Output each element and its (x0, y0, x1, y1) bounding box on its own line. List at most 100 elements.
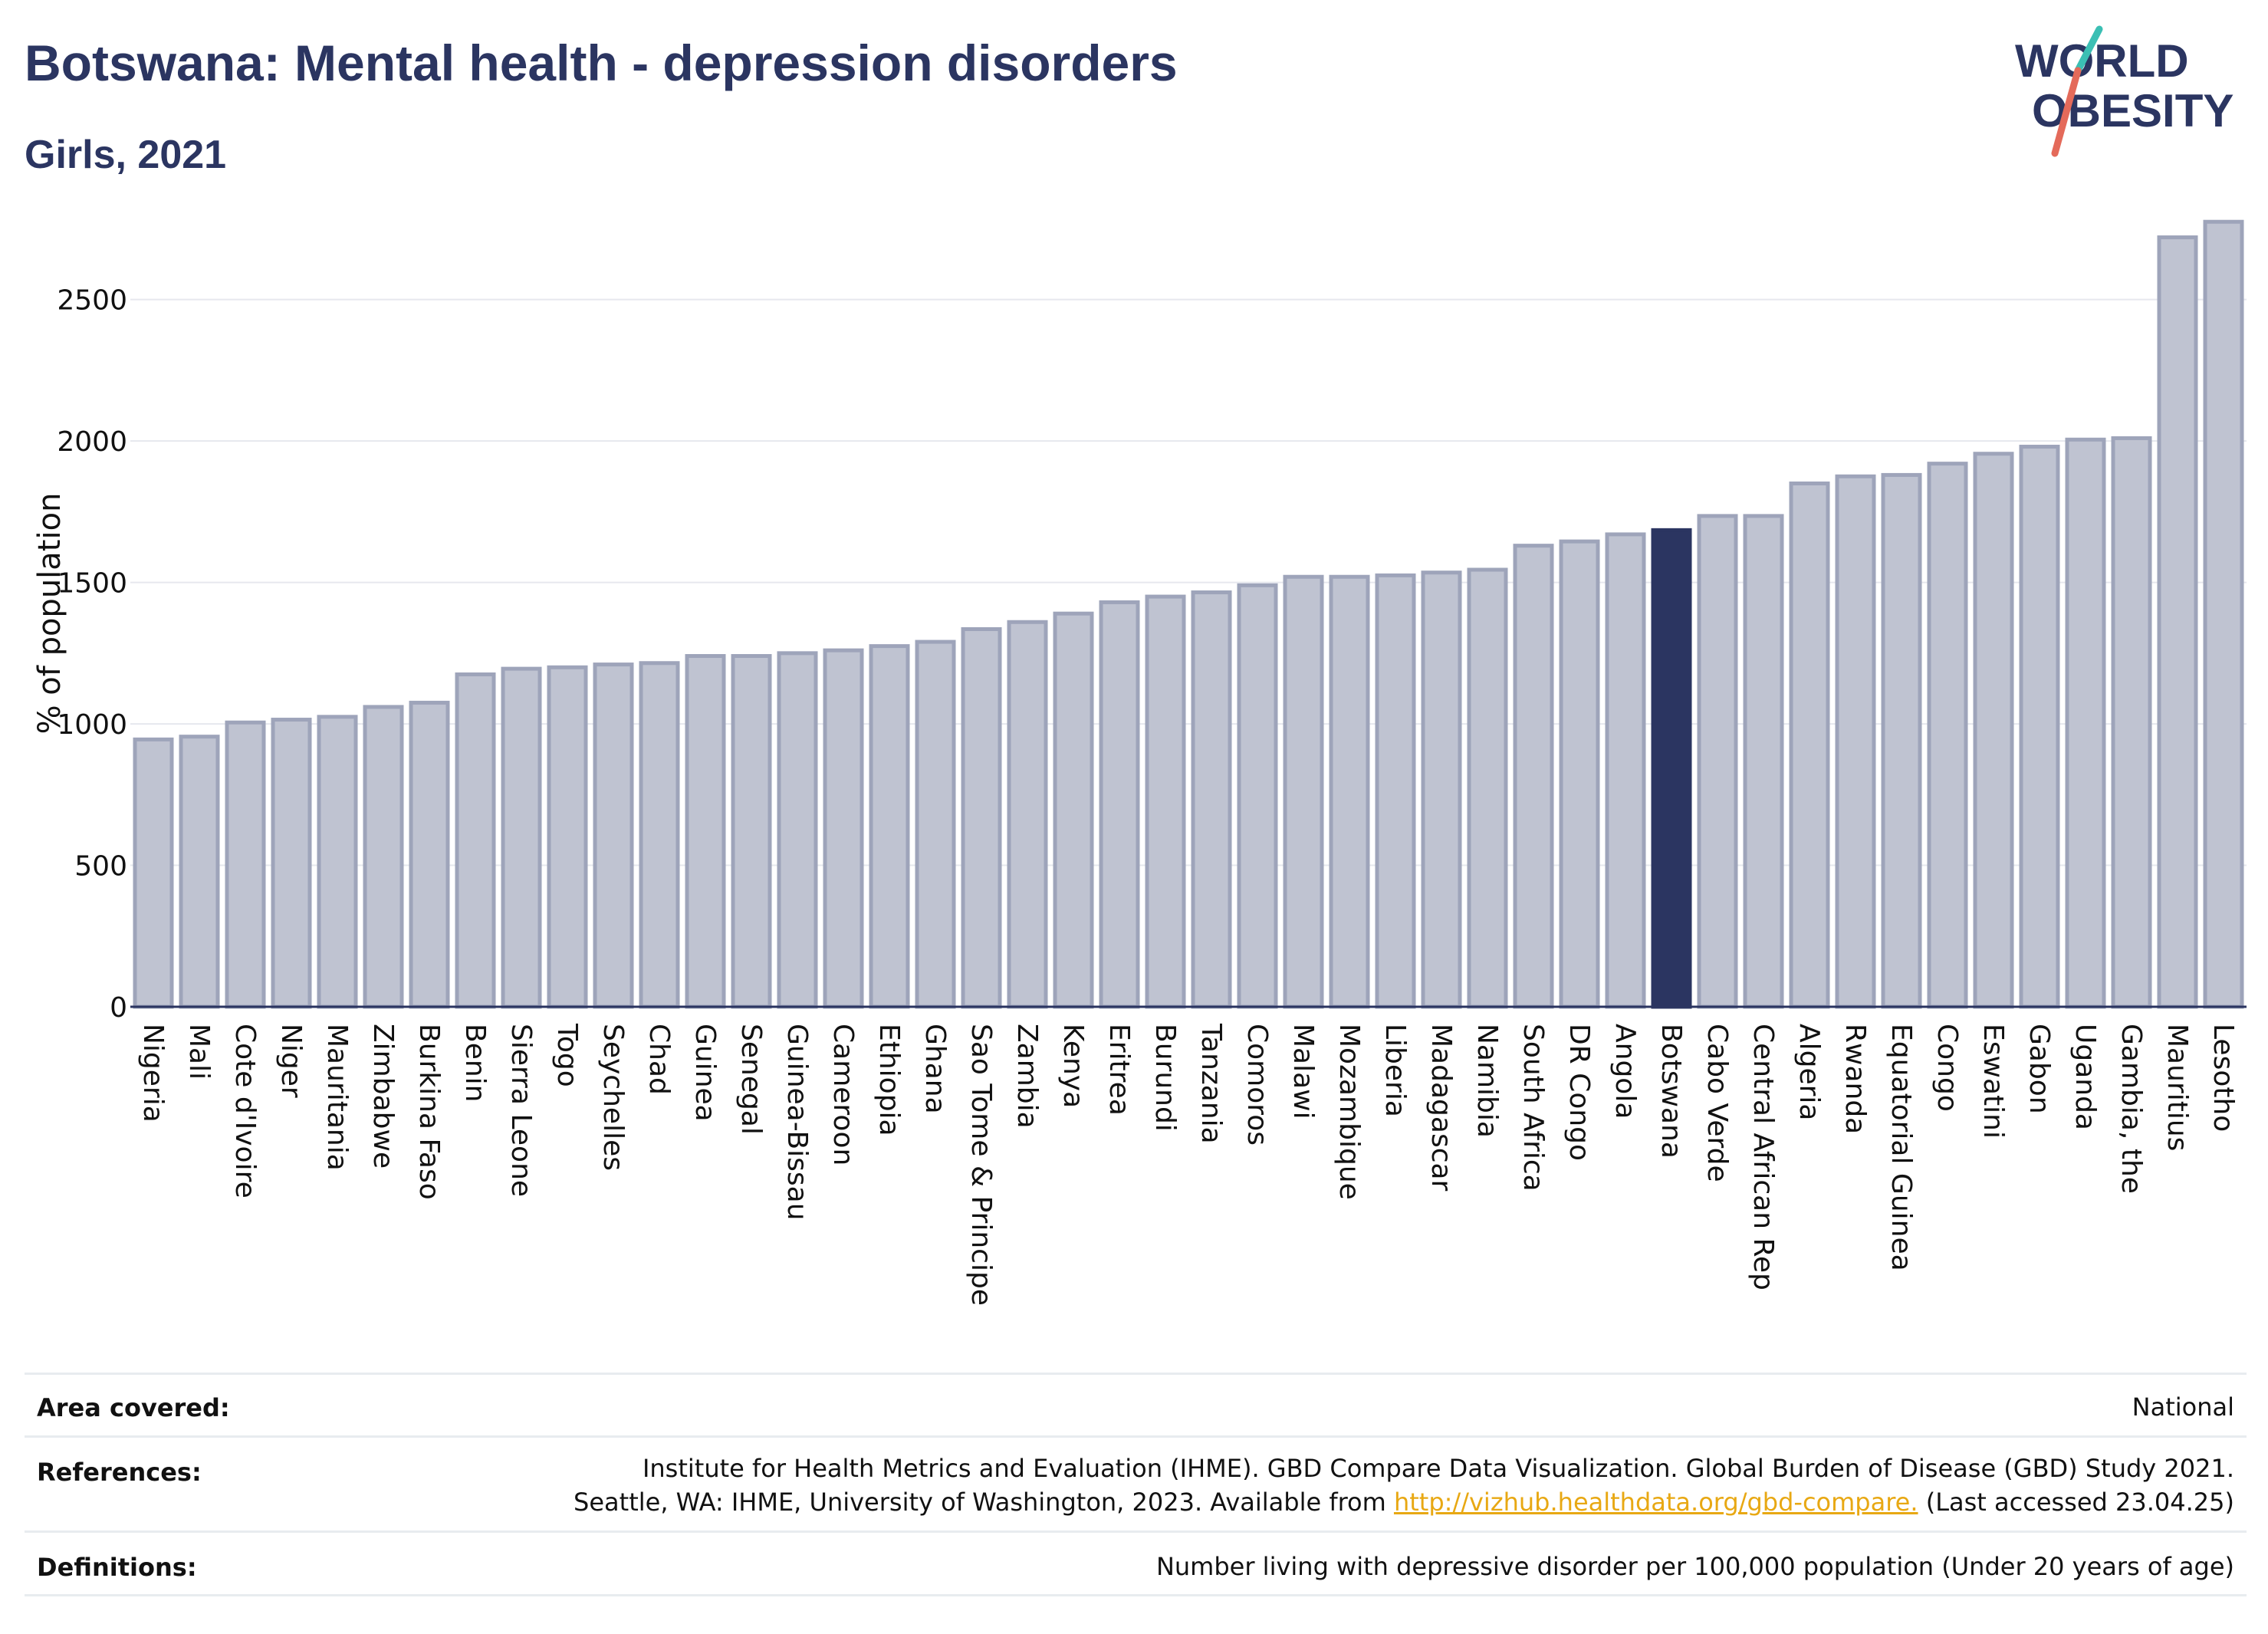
y-tick-label: 500 (74, 851, 127, 883)
x-tick-label: Zambia (1011, 1024, 1043, 1129)
x-tick-label: Benin (459, 1024, 491, 1102)
x-tick-label: Central African Rep (1747, 1024, 1779, 1290)
x-tick-label: Mauritius (2161, 1024, 2193, 1151)
bar (225, 720, 266, 1009)
definitions-label: Definitions: (37, 1553, 197, 1582)
y-tick-label: 1500 (57, 568, 127, 600)
bar (133, 737, 174, 1009)
bar (1467, 567, 1508, 1009)
logo-slash-red (2051, 67, 2082, 157)
bar (1789, 481, 1830, 1009)
bar (1881, 472, 1922, 1009)
bar (2157, 235, 2198, 1009)
references-line2-pre: Seattle, WA: IHME, University of Washing… (574, 1488, 1394, 1517)
x-tick-label: Sao Tome & Principe (965, 1024, 997, 1306)
x-tick-label: Cabo Verde (1701, 1024, 1733, 1182)
x-tick-label: Cote d'Ivoire (229, 1024, 261, 1198)
info-row-references: References: Institute for Health Metrics… (25, 1435, 2247, 1533)
x-tick-label: Tanzania (1195, 1023, 1227, 1144)
bar (685, 654, 726, 1009)
bar (731, 654, 772, 1009)
x-tick-label: Zimbabwe (367, 1024, 399, 1169)
x-tick-label: Mali (183, 1024, 215, 1080)
bar (1329, 574, 1370, 1009)
bar (961, 626, 1002, 1009)
x-tick-label: Cameroon (827, 1024, 859, 1165)
bar (1743, 514, 1784, 1009)
bar (317, 715, 358, 1009)
x-axis-labels: Nigeria Mali Cote d'Ivoire Niger Mauritania Z… (137, 1023, 2239, 1306)
bar (1053, 611, 1094, 1009)
references-link[interactable]: http://vizhub.healthdata.org/gbd-compare… (1393, 1488, 1918, 1517)
x-tick-label: Malawi (1287, 1024, 1319, 1119)
x-tick-label: Equatorial Guinea (1885, 1024, 1917, 1271)
x-tick-label: Burkina Faso (413, 1024, 445, 1200)
bar (1559, 539, 1600, 1009)
bar (363, 705, 404, 1009)
y-tick-label: 2000 (57, 426, 127, 458)
bar (1973, 452, 2014, 1009)
bar (1145, 594, 1186, 1009)
x-tick-label: Uganda (2069, 1024, 2101, 1130)
x-tick-label: Nigeria (137, 1024, 169, 1123)
world-obesity-logo: WORLD OBESITY (2015, 25, 2233, 157)
bar (547, 665, 588, 1009)
x-tick-label: DR Congo (1563, 1024, 1595, 1161)
logo-slash-teal (2074, 25, 2103, 74)
bar (2019, 445, 2060, 1009)
page-subtitle: Girls, 2021 (25, 133, 227, 177)
y-tick-label: 1000 (57, 709, 127, 741)
x-tick-label: Eritrea (1103, 1024, 1135, 1116)
bar (1605, 532, 1646, 1009)
bar (455, 672, 496, 1009)
bar (1421, 570, 1462, 1009)
y-tick-label: 0 (110, 992, 127, 1024)
bar (501, 666, 542, 1009)
bar (1191, 590, 1232, 1009)
x-tick-label: Gambia, the (2115, 1024, 2147, 1194)
x-tick-label: Comoros (1241, 1024, 1273, 1146)
x-tick-label: Kenya (1057, 1024, 1089, 1108)
area-label: Area covered: (37, 1393, 230, 1422)
y-axis-label: % of population (32, 493, 67, 735)
x-tick-label: Togo (551, 1023, 583, 1087)
x-tick-label: Chad (643, 1024, 675, 1095)
page-title: Botswana: Mental health - depression dis… (25, 35, 1178, 91)
bar-highlight (1651, 528, 1692, 1009)
x-tick-label: Mozambique (1333, 1024, 1365, 1200)
bar-chart: 0 500 1000 1500 2000 2500 Nigeria Mali Cote d'I… (32, 219, 2247, 1306)
x-tick-label: Liberia (1379, 1024, 1411, 1117)
bar (1007, 620, 1048, 1009)
references-line2-post: (Last accessed 23.04.25) (1918, 1488, 2234, 1517)
x-tick-label: Sierra Leone (505, 1024, 537, 1197)
x-tick-label: Ghana (919, 1024, 951, 1114)
info-row-area: Area covered: National (25, 1373, 2247, 1438)
logo-line1: WORLD (2015, 35, 2189, 87)
x-tick-label: Rwanda (1839, 1024, 1871, 1134)
x-tick-label: Senegal (735, 1024, 767, 1135)
bar (869, 644, 910, 1009)
bar (777, 651, 818, 1009)
y-tick-label: 2500 (57, 285, 127, 317)
x-tick-label: Algeria (1793, 1024, 1825, 1121)
references-line2: Seattle, WA: IHME, University of Washing… (574, 1485, 2234, 1519)
bar (1237, 583, 1278, 1009)
references-label: References: (37, 1458, 202, 1487)
x-tick-label: Madagascar (1425, 1024, 1457, 1192)
x-tick-label: Namibia (1471, 1024, 1503, 1138)
x-tick-label: Botswana (1655, 1024, 1687, 1159)
bar (2203, 219, 2244, 1009)
x-tick-label: Burundi (1149, 1024, 1181, 1132)
x-tick-label: Ethiopia (873, 1024, 905, 1136)
bar (1283, 574, 1324, 1009)
bar (593, 662, 634, 1009)
bar (639, 661, 680, 1009)
x-tick-label: Angola (1609, 1024, 1641, 1119)
bar (823, 648, 864, 1009)
x-tick-label: Eswatini (1977, 1024, 2009, 1139)
x-tick-label: Niger (275, 1024, 307, 1098)
y-axis-ticks: 0 500 1000 1500 2000 2500 (57, 285, 127, 1024)
bars (133, 219, 2244, 1009)
info-row-definitions: Definitions: Number living with depressi… (25, 1530, 2247, 1596)
bar (1375, 573, 1416, 1009)
